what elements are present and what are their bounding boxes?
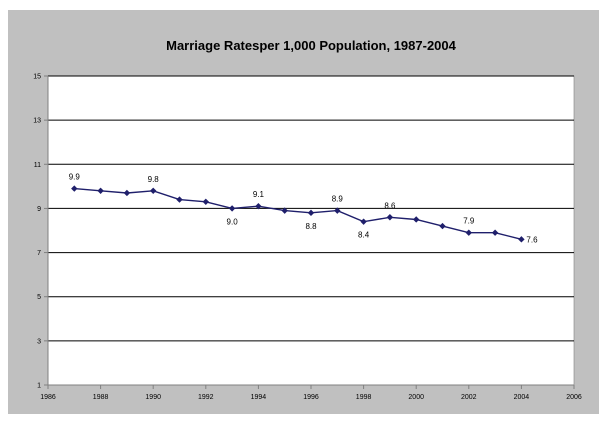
x-tick-label: 1994 xyxy=(251,394,267,401)
y-tick-label: 9 xyxy=(37,206,41,213)
data-label: 7.6 xyxy=(526,235,538,244)
data-label: 7.9 xyxy=(463,217,475,226)
data-label: 8.4 xyxy=(358,231,370,240)
y-tick-label: 11 xyxy=(34,162,41,169)
y-tick-label: 1 xyxy=(37,383,41,390)
data-label: 8.8 xyxy=(305,222,317,231)
data-label: 8.6 xyxy=(384,201,396,210)
x-tick-label: 1998 xyxy=(356,394,372,401)
y-tick-label: 7 xyxy=(37,250,41,257)
data-point-marker xyxy=(518,236,525,243)
x-tick-label: 1988 xyxy=(93,394,109,401)
x-tick-label: 1996 xyxy=(303,394,319,401)
data-point-marker xyxy=(334,207,341,214)
data-point-marker xyxy=(97,187,104,194)
data-point-marker xyxy=(228,205,236,212)
data-point-marker xyxy=(491,229,499,236)
data-series xyxy=(71,185,525,243)
data-labels: 9.9 9.8 9.0 9.1 8.8 8.9 8.4 8.6 7.9 7.6 xyxy=(69,173,538,245)
data-label: 8.9 xyxy=(332,195,344,204)
y-tick-label: 5 xyxy=(37,294,41,301)
data-label: 9.0 xyxy=(227,217,239,226)
data-point-marker xyxy=(413,216,420,223)
data-point-marker xyxy=(465,229,472,236)
data-point-marker xyxy=(71,185,78,192)
data-label: 9.9 xyxy=(69,173,81,182)
y-tick-label: 13 xyxy=(33,118,41,125)
data-point-marker xyxy=(176,196,183,203)
x-tick-label: 2000 xyxy=(408,394,424,401)
x-tick-label: 2006 xyxy=(566,394,582,401)
gridlines xyxy=(48,75,574,342)
data-point-marker xyxy=(150,187,157,194)
y-tick-label: 3 xyxy=(37,338,41,345)
x-tick-label: 1990 xyxy=(145,394,161,401)
series-line xyxy=(74,187,522,240)
data-label: 9.1 xyxy=(253,190,265,199)
data-point-marker xyxy=(307,209,315,217)
data-point-marker xyxy=(439,222,446,230)
y-tick-label: 15 xyxy=(33,74,41,81)
plot-area xyxy=(47,75,575,386)
data-point-marker xyxy=(360,218,367,225)
data-point-marker xyxy=(123,189,131,197)
x-tick-label: 1992 xyxy=(198,394,214,401)
x-tick-label: 2002 xyxy=(461,394,477,401)
chart-title: Marriage Ratesper 1,000 Population, 1987… xyxy=(166,38,457,53)
data-point-marker xyxy=(386,214,394,221)
data-label: 9.8 xyxy=(148,175,160,184)
data-point-marker xyxy=(202,198,209,206)
x-tick-label: 1986 xyxy=(40,394,56,401)
x-tick-label: 2004 xyxy=(514,394,530,401)
data-point-marker xyxy=(255,203,262,210)
data-point-marker xyxy=(281,207,288,214)
